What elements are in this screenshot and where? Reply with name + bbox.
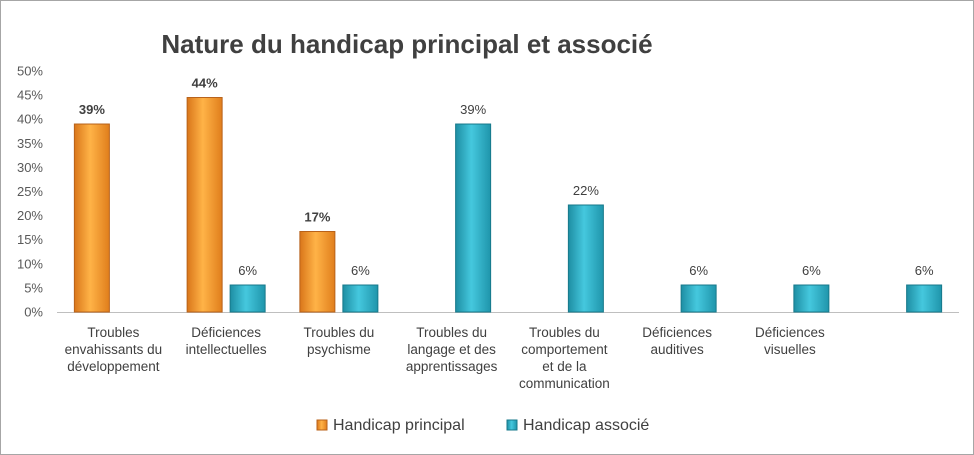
y-tick-label: 50%	[17, 64, 43, 79]
x-category-label: Troubles envahissants du développement	[65, 325, 163, 374]
bars-layer	[73, 97, 943, 313]
data-label: 39%	[460, 102, 486, 117]
bar-handicap-associe	[906, 284, 943, 313]
bar-handicap-principal	[299, 231, 336, 313]
y-tick-label: 40%	[17, 112, 43, 127]
data-label: 6%	[351, 263, 370, 278]
y-tick-label: 30%	[17, 160, 43, 175]
data-label: 6%	[689, 263, 708, 278]
bar-handicap-associe	[680, 284, 717, 313]
y-tick-label: 25%	[17, 184, 43, 199]
legend-swatch	[506, 419, 518, 431]
legend-label: Handicap principal	[333, 417, 465, 434]
bar-handicap-associe	[567, 204, 604, 313]
data-label: 44%	[192, 76, 218, 91]
x-category-label: Troubles du langage et des apprentissages	[406, 325, 498, 374]
legend-swatch	[316, 419, 328, 431]
y-tick-label: 45%	[17, 88, 43, 103]
y-tick-label: 35%	[17, 136, 43, 151]
data-label: 6%	[238, 263, 257, 278]
y-tick-label: 5%	[24, 280, 43, 295]
axis-layer: 0% 5% 10% 15% 20% 25% 30% 35% 40% 45% 50% Troubles e…	[17, 64, 959, 391]
data-label: 6%	[802, 263, 821, 278]
x-category-label: Troubles du comportement et de la communica…	[519, 325, 610, 391]
y-tick-label: 10%	[17, 256, 43, 271]
bar-handicap-principal	[73, 123, 110, 313]
data-label: 17%	[304, 210, 330, 225]
x-category-label: Déficiences intellectuelles	[186, 325, 267, 357]
data-label: 22%	[573, 183, 599, 198]
bar-handicap-associe	[455, 123, 492, 313]
data-label: 6%	[915, 263, 934, 278]
x-category-label: Troubles du psychisme	[303, 325, 374, 357]
chart-title: Nature du handicap principal et associé	[161, 29, 652, 59]
y-tick-label: 20%	[17, 208, 43, 223]
legend-label: Handicap associé	[523, 417, 649, 434]
bar-handicap-associe	[342, 284, 379, 313]
x-category-label: Déficiences auditives	[642, 325, 712, 357]
bar-handicap-associe	[229, 284, 266, 313]
bar-handicap-principal	[186, 97, 223, 313]
y-tick-label: 0%	[24, 305, 43, 320]
legend: Handicap principal Handicap associé	[316, 417, 649, 434]
x-category-label: Déficiences visuelles	[755, 325, 825, 357]
y-tick-label: 15%	[17, 232, 43, 247]
data-label: 39%	[79, 102, 105, 117]
bar-handicap-associe	[793, 284, 830, 313]
labels-layer: 39% 44% 17% 6% 6% 39% 22% 6% 6% 6%	[79, 76, 934, 278]
